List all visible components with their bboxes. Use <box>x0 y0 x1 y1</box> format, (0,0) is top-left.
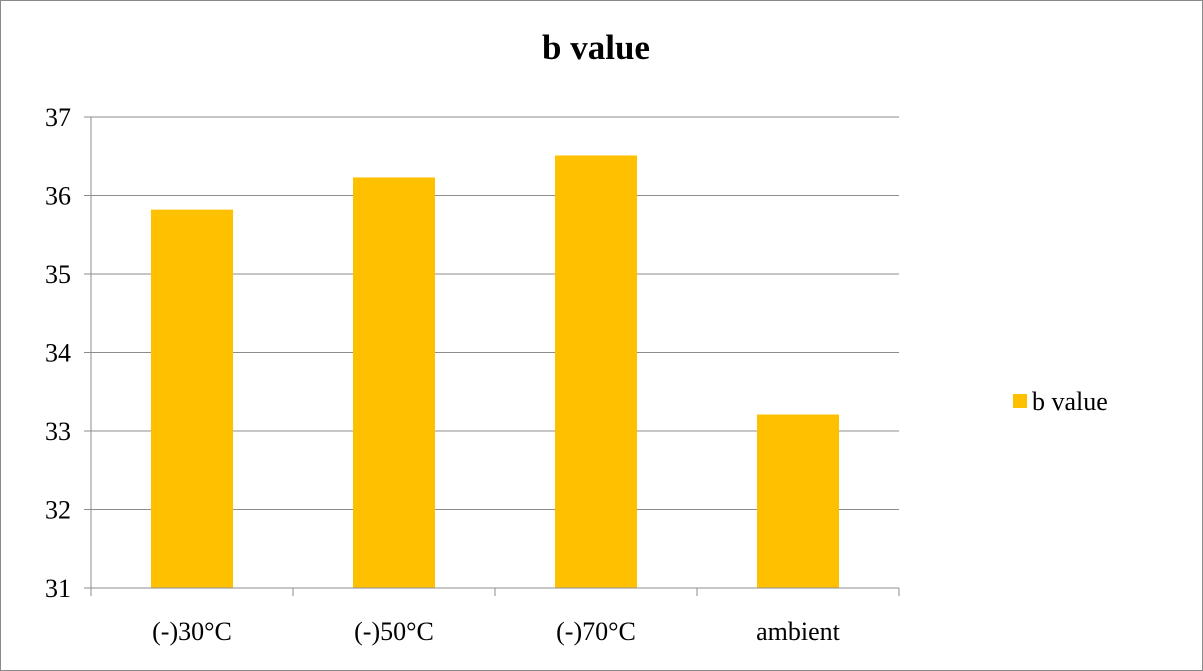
y-axis-ticks: 31 32 33 34 35 36 37 <box>45 103 91 603</box>
y-tick-label: 37 <box>45 103 71 132</box>
chart-title: b value <box>542 28 650 67</box>
bar <box>757 414 839 588</box>
x-tick-label: (-)50°C <box>354 617 434 646</box>
y-tick-label: 31 <box>45 574 71 603</box>
y-tick-label: 34 <box>45 339 71 368</box>
legend-swatch <box>1013 394 1027 408</box>
y-tick-label: 33 <box>45 417 71 446</box>
x-axis-ticks: (-)30°C (-)50°C (-)70°C ambient <box>90 588 900 646</box>
y-tick-label: 32 <box>45 496 71 525</box>
x-tick-label: ambient <box>756 617 841 646</box>
bar <box>151 209 233 588</box>
y-tick-label: 35 <box>45 260 71 289</box>
x-tick-label: (-)30°C <box>152 617 232 646</box>
bar <box>555 155 637 588</box>
y-tick-label: 36 <box>45 182 71 211</box>
legend-label: b value <box>1032 387 1108 416</box>
bar <box>353 177 435 588</box>
x-tick-label: (-)70°C <box>556 617 636 646</box>
legend: b value <box>1013 387 1108 416</box>
bars <box>151 155 839 588</box>
